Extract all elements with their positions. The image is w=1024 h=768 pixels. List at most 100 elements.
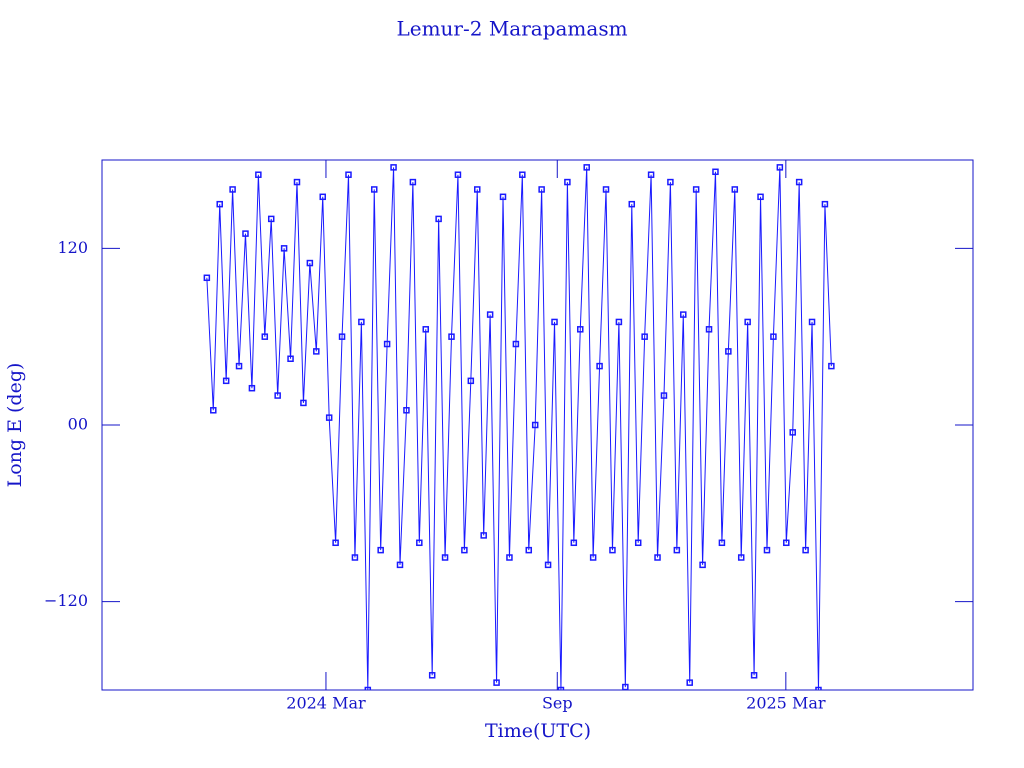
point-marker [287, 355, 294, 362]
point-marker [647, 171, 655, 178]
point-marker [313, 348, 320, 355]
point-marker [667, 178, 674, 186]
point-marker [242, 230, 249, 237]
point-marker [403, 407, 410, 414]
point-marker [267, 215, 275, 223]
point-marker [776, 164, 784, 171]
y-tick-label: 00 [68, 415, 88, 434]
point-marker [293, 178, 301, 186]
point-marker [596, 362, 603, 370]
point-marker [332, 539, 339, 547]
point-marker [474, 186, 481, 193]
point-marker [744, 318, 751, 326]
point-marker [383, 340, 391, 348]
point-marker [583, 164, 590, 171]
point-marker [486, 311, 494, 318]
point-marker [757, 193, 764, 201]
point-marker [435, 215, 442, 223]
point-marker [731, 186, 739, 193]
point-marker [737, 554, 745, 561]
point-marker [210, 407, 217, 414]
y-tick-label: −120 [44, 591, 88, 610]
point-marker [409, 178, 417, 186]
point-marker [345, 171, 352, 178]
point-marker [544, 561, 552, 569]
point-marker [319, 193, 326, 201]
point-marker [216, 200, 223, 208]
point-marker [718, 539, 726, 547]
point-marker [557, 686, 565, 690]
point-marker [828, 362, 835, 370]
point-marker [615, 318, 623, 326]
point-marker [609, 546, 616, 554]
point-marker [255, 171, 262, 178]
point-marker [699, 561, 706, 569]
point-marker [203, 274, 211, 282]
point-marker [802, 546, 809, 554]
point-marker [235, 362, 243, 370]
point-marker [808, 318, 816, 326]
point-marker [461, 546, 468, 554]
point-marker [351, 554, 359, 561]
point-marker [422, 326, 430, 333]
point-marker [428, 672, 436, 679]
point-marker [441, 554, 449, 561]
point-marker [564, 178, 571, 186]
y-axis-label: Long E (deg) [4, 363, 26, 488]
point-marker [686, 679, 693, 686]
point-marker [467, 377, 475, 385]
point-marker [519, 171, 526, 178]
point-marker [692, 186, 700, 193]
point-marker [660, 392, 668, 399]
point-marker [795, 178, 803, 186]
point-marker [506, 554, 513, 561]
point-marker [364, 686, 372, 690]
point-marker [750, 672, 758, 679]
point-marker [789, 429, 796, 436]
point-marker [641, 333, 648, 340]
x-tick-label: Sep [542, 694, 573, 713]
x-tick-label: 2025 Mar [746, 694, 826, 713]
point-marker [480, 532, 487, 539]
point-marker [377, 546, 384, 554]
point-marker [396, 561, 404, 569]
point-marker [448, 333, 455, 340]
point-marker [821, 200, 829, 208]
point-marker [770, 333, 777, 340]
point-marker [602, 186, 610, 193]
point-marker [261, 333, 269, 340]
y-tick-label: 120 [57, 238, 88, 257]
point-marker [512, 340, 520, 348]
point-marker [358, 318, 365, 326]
point-marker [673, 546, 681, 554]
chart-title: Lemur-2 Marapamasm [396, 17, 627, 41]
point-marker [763, 546, 771, 554]
point-marker [390, 164, 397, 171]
point-marker [705, 326, 713, 333]
point-marker [577, 326, 584, 333]
point-marker [416, 539, 423, 547]
point-marker [229, 186, 236, 193]
point-marker [538, 186, 545, 193]
point-marker [300, 399, 307, 407]
point-marker [248, 384, 256, 392]
point-marker [338, 333, 346, 340]
series-line [206, 167, 832, 690]
point-marker [570, 539, 578, 547]
point-marker [654, 554, 661, 561]
point-marker [622, 683, 629, 690]
point-marker [712, 168, 719, 176]
x-axis-label: Time(UTC) [485, 720, 591, 742]
x-tick-label: 2024 Mar [286, 694, 366, 713]
point-marker [499, 193, 507, 201]
point-marker [589, 554, 597, 561]
point-marker [454, 171, 462, 178]
point-marker [525, 546, 533, 554]
point-marker [783, 539, 790, 547]
point-marker [551, 318, 558, 326]
point-marker [222, 377, 230, 385]
point-marker [531, 421, 539, 429]
point-marker [280, 245, 288, 252]
plot-area [203, 164, 835, 690]
